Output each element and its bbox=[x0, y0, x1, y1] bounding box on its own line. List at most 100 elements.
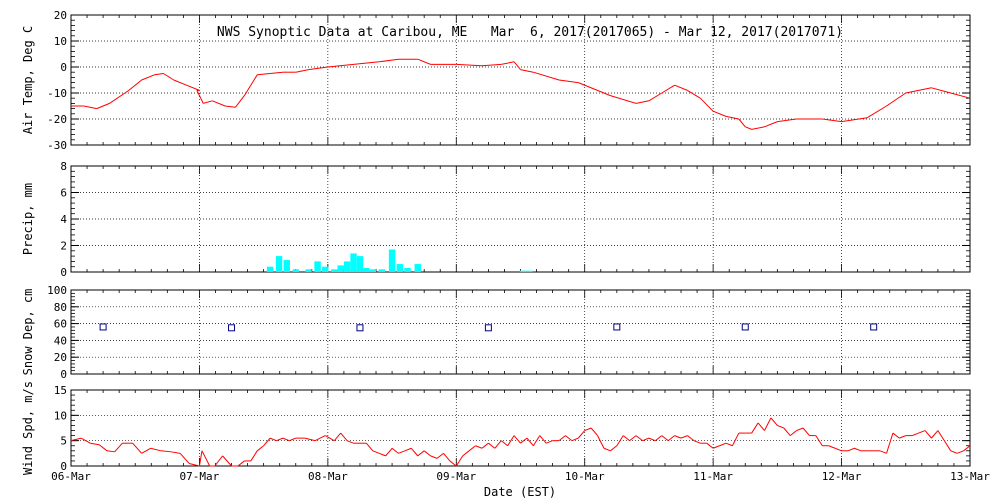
precip-bar bbox=[414, 264, 421, 272]
air_temp-ytick-label: 0 bbox=[60, 61, 67, 74]
air_temp-line-segment bbox=[950, 92, 971, 99]
air_temp-frame bbox=[70, 14, 971, 146]
air_temp-line-segment bbox=[712, 110, 727, 117]
air_temp-line-segment bbox=[154, 73, 164, 76]
wind_speed-line-segment bbox=[757, 422, 765, 431]
wind_speed-line-segment bbox=[179, 453, 190, 464]
wind_speed-line-segment bbox=[629, 435, 637, 442]
precip-ytick-label: 4 bbox=[60, 213, 67, 226]
wind_speed-ytick-label: 15 bbox=[54, 384, 67, 397]
wind_speed-line-segment bbox=[719, 442, 727, 447]
air_temp-line-segment bbox=[738, 118, 746, 128]
wind_speed-line-segment bbox=[924, 430, 932, 439]
wind_speed-line-segment bbox=[314, 435, 326, 442]
wind_speed-line-segment bbox=[520, 437, 528, 444]
wind_speed-line-segment bbox=[222, 455, 232, 467]
wind_speed-line-segment bbox=[892, 432, 900, 439]
wind_speed-line-segment bbox=[828, 445, 836, 449]
air_temp-line-segment bbox=[243, 74, 258, 96]
wind_speed-line-segment bbox=[706, 442, 714, 449]
wind_speed-line-segment bbox=[802, 427, 810, 436]
precip-ytick-label: 2 bbox=[60, 240, 67, 253]
wind_speed-line-segment bbox=[943, 440, 952, 452]
x-tick-label: 11-Mar bbox=[693, 470, 733, 483]
wind_speed-line-segment bbox=[198, 450, 203, 467]
wind_speed-line-segment bbox=[526, 437, 534, 447]
precip-ytick-label: 0 bbox=[60, 266, 67, 279]
wind_speed-line-segment bbox=[642, 437, 650, 442]
snow_depth-ytick-label: 40 bbox=[54, 334, 67, 347]
precip-ytick-label: 8 bbox=[60, 160, 67, 173]
wind_speed-line-segment bbox=[304, 437, 316, 442]
wind_speed-line-segment bbox=[725, 442, 733, 447]
air_temp-line-segment bbox=[648, 92, 663, 102]
air_temp-line-segment bbox=[610, 95, 637, 104]
wind_speed-line-segment bbox=[201, 450, 211, 467]
wind_speed-line-segment bbox=[150, 447, 162, 452]
wind_speed-line-segment bbox=[366, 442, 374, 452]
snow_depth-ytick-label: 0 bbox=[60, 368, 67, 381]
precip-bar bbox=[266, 266, 274, 272]
wind_speed-line-segment bbox=[789, 430, 797, 436]
precip-ylabel: Precip, mm bbox=[21, 183, 35, 255]
snow_depth-ytick-label: 100 bbox=[47, 284, 67, 297]
wind_speed-line-segment bbox=[410, 447, 419, 457]
precip-bar bbox=[404, 268, 411, 272]
air_temp-line-segment bbox=[886, 92, 907, 107]
wind_speed-line-segment bbox=[899, 435, 906, 439]
precip-bar bbox=[519, 270, 527, 272]
wind_speed-line-segment bbox=[398, 450, 406, 454]
wind_speed-line-segment bbox=[565, 435, 573, 442]
precip-bar bbox=[388, 249, 396, 272]
wind_speed-line-segment bbox=[269, 437, 277, 442]
wind_speed-line-segment bbox=[256, 445, 264, 452]
air_temp-line-segment bbox=[163, 73, 175, 81]
wind_speed-line-segment bbox=[289, 437, 296, 442]
wind_speed-line-segment bbox=[333, 432, 342, 441]
wind_speed-line-segment bbox=[379, 452, 386, 457]
wind_speed-line-segment bbox=[70, 437, 82, 442]
precip-bar bbox=[378, 269, 386, 272]
wind_speed-line-segment bbox=[680, 435, 688, 439]
snow_depth-frame bbox=[70, 289, 971, 375]
air_temp-line-segment bbox=[109, 89, 130, 104]
precip-bar bbox=[314, 261, 321, 272]
air_temp-line-segment bbox=[866, 105, 887, 119]
air_temp-line-segment bbox=[83, 105, 97, 110]
wind_speed-line-segment bbox=[764, 417, 772, 431]
wind_speed-ytick-label: 10 bbox=[54, 409, 67, 422]
snow_depth-ylabel: Snow Dep, cm bbox=[21, 289, 35, 376]
air_temp-line-segment bbox=[186, 84, 200, 91]
precip-bar bbox=[369, 269, 377, 272]
wind_speed-line-segment bbox=[160, 450, 172, 453]
wind_speed-line-segment bbox=[918, 430, 926, 434]
wind_speed-line-segment bbox=[635, 435, 643, 442]
wind_speed-ytick-label: 0 bbox=[60, 460, 67, 473]
air_temp-line-segment bbox=[687, 89, 701, 99]
air_temp-line-segment bbox=[661, 84, 675, 94]
wind_speed-line-segment bbox=[731, 432, 740, 446]
precip-bar bbox=[396, 264, 403, 272]
wind_speed-line-segment bbox=[603, 447, 611, 452]
air_temp-line-segment bbox=[501, 61, 515, 65]
air_temp-line-segment bbox=[234, 95, 245, 108]
wind_speed-line-segment bbox=[693, 440, 701, 444]
air_temp-ytick-label: 20 bbox=[54, 9, 67, 22]
air_temp-line-segment bbox=[905, 87, 932, 94]
wind_speed-line-segment bbox=[879, 450, 887, 454]
wind_speed-line-segment bbox=[443, 453, 451, 462]
precip-bar bbox=[283, 260, 290, 272]
precip-bar bbox=[337, 265, 344, 272]
x-axis-label: Date (EST) bbox=[484, 485, 556, 499]
wind_speed-line-segment bbox=[674, 435, 682, 439]
wind_speed-line-segment bbox=[847, 447, 855, 452]
air_temp-line-segment bbox=[417, 58, 431, 65]
wind_speed-line-segment bbox=[886, 432, 894, 454]
snow_depth-ytick-label: 20 bbox=[54, 351, 67, 364]
x-tick-label: 08-Mar bbox=[308, 470, 348, 483]
wind_speed-line-segment bbox=[325, 435, 335, 442]
snow_depth-point bbox=[484, 324, 492, 332]
snow_depth-point bbox=[613, 323, 621, 331]
snow_depth-point bbox=[99, 323, 107, 331]
wind_speed-line-segment bbox=[81, 437, 91, 444]
